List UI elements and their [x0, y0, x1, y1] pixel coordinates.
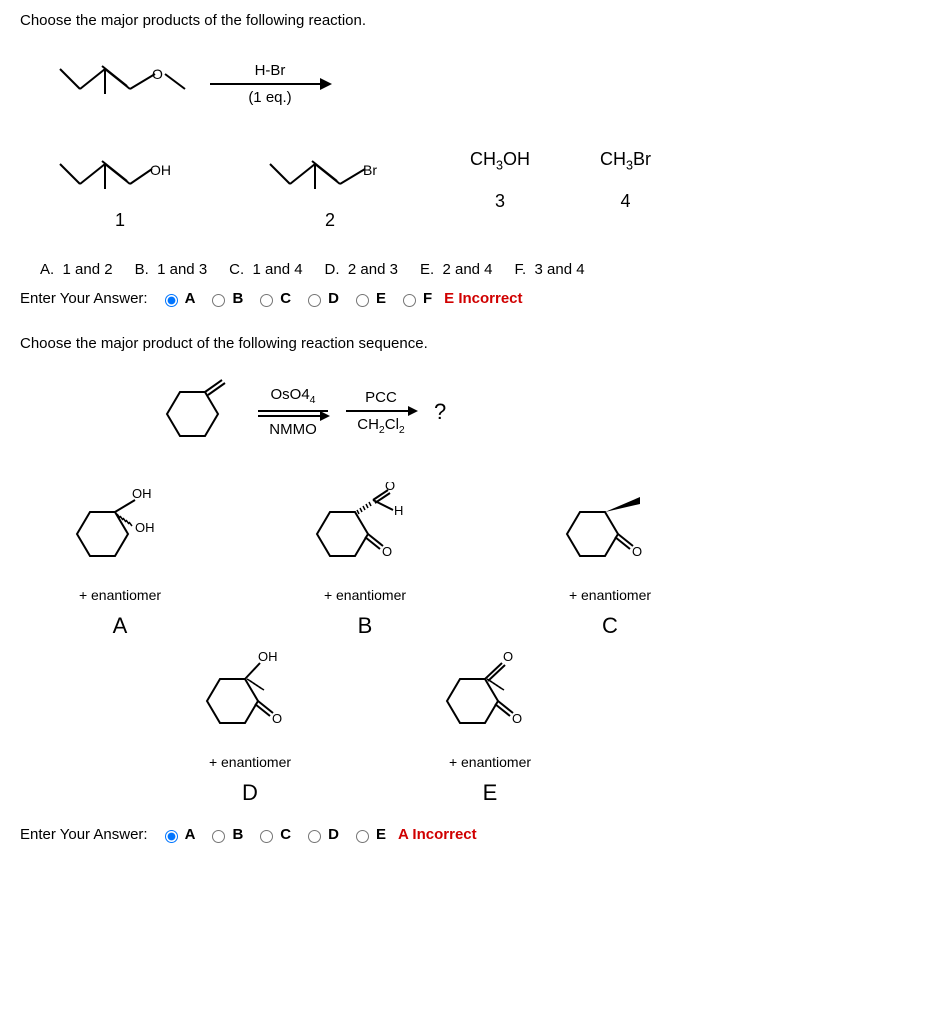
enantiomer-label: + enantiomer	[209, 754, 291, 770]
q1-product-4: CH3Br 4	[600, 149, 651, 212]
svg-text:O: O	[503, 649, 513, 664]
q1-prompt: Choose the major products of the followi…	[20, 12, 907, 29]
q2-radios: A B C D E	[160, 826, 386, 843]
product-structure: O	[550, 482, 670, 577]
product-label: A	[113, 613, 128, 639]
q2-product-d: OH O + enantiomer D	[190, 649, 310, 806]
q2-answer-row: Enter Your Answer: A B C D E A Incorrect	[20, 826, 907, 843]
q1-reaction: O H-Br (1 eq.)	[50, 49, 907, 119]
q1-product-3: CH3OH 3	[470, 149, 530, 212]
option-b: B. 1 and 3	[135, 261, 208, 278]
enantiomer-label: + enantiomer	[324, 587, 406, 603]
radio-e[interactable]: E	[351, 826, 386, 843]
answer-label: Enter Your Answer:	[20, 826, 148, 843]
svg-text:OH: OH	[135, 520, 155, 535]
q1-arrow: H-Br (1 eq.)	[210, 62, 330, 106]
q2-prompt: Choose the major product of the followin…	[20, 335, 907, 352]
q1-feedback: E Incorrect	[444, 290, 522, 307]
svg-text:O: O	[385, 482, 395, 493]
product-structure: OH	[50, 149, 190, 204]
q2-reaction: OsO44 NMMO PCC CH2Cl2 ?	[150, 372, 907, 452]
q2-start-structure	[150, 372, 240, 452]
enantiomer-label: + enantiomer	[569, 587, 651, 603]
radio-d[interactable]: D	[303, 290, 339, 307]
question-mark: ?	[434, 399, 446, 425]
q2-product-b: O H O + enantiomer B	[300, 482, 430, 639]
product-label: C	[602, 613, 618, 639]
radio-b[interactable]: B	[207, 290, 243, 307]
radio-e[interactable]: E	[351, 290, 386, 307]
radio-b[interactable]: B	[207, 826, 243, 843]
svg-text:O: O	[272, 711, 282, 726]
option-a: A. 1 and 2	[40, 261, 113, 278]
q1-options: A. 1 and 2 B. 1 and 3 C. 1 and 4 D. 2 an…	[40, 261, 907, 278]
reagent-bottom: CH2Cl2	[357, 416, 405, 436]
reagent-top: PCC	[365, 389, 397, 406]
product-structure: O H O	[300, 482, 430, 577]
product-label: 4	[621, 191, 631, 212]
q1-products: OH 1 Br 2 CH3OH 3 CH3Br 4	[50, 149, 907, 231]
svg-text:OH: OH	[258, 649, 278, 664]
product-formula: CH3OH	[470, 149, 530, 173]
svg-text:H: H	[394, 503, 403, 518]
product-label: 2	[325, 210, 335, 231]
reagent-bottom: NMMO	[269, 421, 317, 438]
radio-f[interactable]: F	[398, 290, 432, 307]
option-e: E. 2 and 4	[420, 261, 493, 278]
q2-products-row2: OH O + enantiomer D O O	[190, 649, 907, 806]
q2-product-c: O + enantiomer C	[550, 482, 670, 639]
arrow-icon	[346, 410, 416, 412]
enantiomer-label: + enantiomer	[449, 754, 531, 770]
svg-text:O: O	[632, 544, 642, 559]
product-label: 3	[495, 191, 505, 212]
radio-c[interactable]: C	[255, 826, 291, 843]
q1-start-structure: O	[50, 49, 190, 119]
radio-a[interactable]: A	[160, 290, 196, 307]
q2-products-row1: OH OH + enantiomer A	[60, 482, 907, 639]
q2-product-a: OH OH + enantiomer A	[60, 482, 180, 639]
reagent-bottom: (1 eq.)	[248, 89, 291, 106]
svg-text:O: O	[382, 544, 392, 559]
arrow-icon	[258, 415, 328, 417]
product-formula: CH3Br	[600, 149, 651, 173]
svg-text:O: O	[512, 711, 522, 726]
enantiomer-label: + enantiomer	[79, 587, 161, 603]
svg-text:OH: OH	[132, 486, 152, 501]
reagent-top: H-Br	[255, 62, 286, 79]
radio-c[interactable]: C	[255, 290, 291, 307]
q1-product-2: Br 2	[260, 149, 400, 231]
reagent-top: OsO44	[270, 386, 315, 406]
product-label: E	[483, 780, 498, 806]
q1-product-1: OH 1	[50, 149, 190, 231]
q2-arrow-1: OsO44 NMMO	[258, 386, 328, 438]
svg-text:Br: Br	[363, 162, 377, 178]
svg-text:OH: OH	[150, 162, 171, 178]
option-f: F. 3 and 4	[515, 261, 585, 278]
q1-radios: A B C D E F	[160, 290, 433, 307]
answer-label: Enter Your Answer:	[20, 290, 148, 307]
option-d: D. 2 and 3	[325, 261, 398, 278]
q2-feedback: A Incorrect	[398, 826, 477, 843]
product-structure: OH OH	[60, 482, 180, 577]
q1-answer-row: Enter Your Answer: A B C D E F E Incorre…	[20, 290, 907, 307]
q2-product-e: O O + enantiomer E	[430, 649, 550, 806]
product-label: D	[242, 780, 258, 806]
product-structure: O O	[430, 649, 550, 744]
option-c: C. 1 and 4	[229, 261, 302, 278]
product-label: B	[358, 613, 373, 639]
product-label: 1	[115, 210, 125, 231]
arrow-top-line	[258, 410, 328, 412]
q2-arrow-2: PCC CH2Cl2	[346, 389, 416, 436]
product-structure: Br	[260, 149, 400, 204]
arrow-icon	[210, 83, 330, 85]
svg-text:O: O	[152, 66, 163, 82]
radio-a[interactable]: A	[160, 826, 196, 843]
radio-d[interactable]: D	[303, 826, 339, 843]
product-structure: OH O	[190, 649, 310, 744]
